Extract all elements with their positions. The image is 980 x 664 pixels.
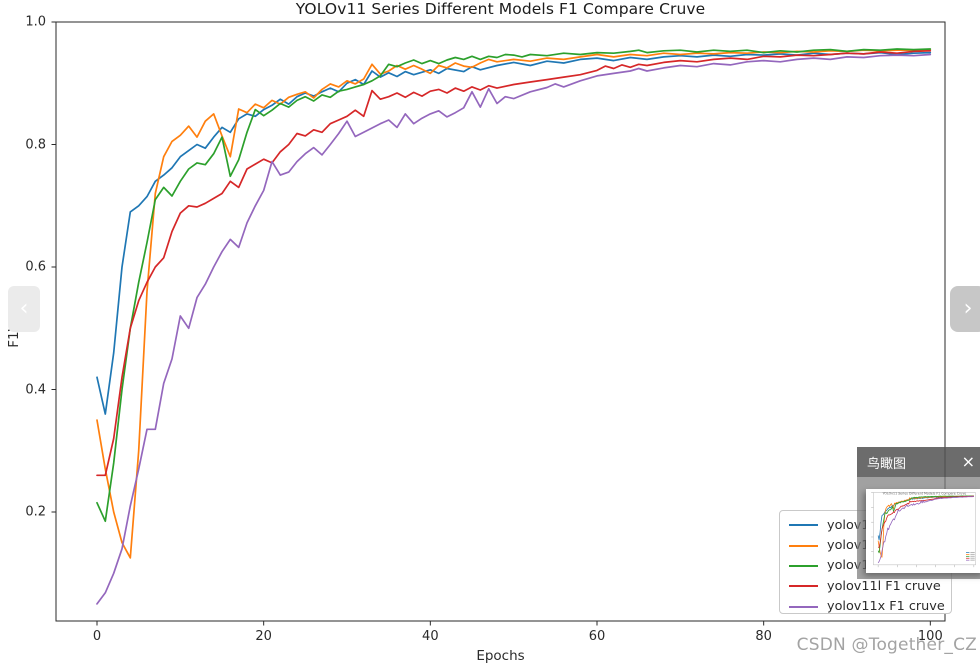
legend-line-swatch <box>789 564 818 567</box>
curve-yolov11l <box>96 49 932 477</box>
chart-title: YOLOv11 Series Different Models F1 Compa… <box>295 0 706 18</box>
birdview-body: YOLOv11 Series Different Models F1 Compa… <box>857 477 980 579</box>
carousel-next-button[interactable]: › <box>950 286 980 332</box>
watermark: CSDN @Together_CZ <box>796 635 977 655</box>
x-axis-label: Epochs <box>476 648 525 664</box>
axes-spines <box>55 21 946 622</box>
birdview-thumbnail[interactable]: YOLOv11 Series Different Models F1 Compa… <box>866 489 980 573</box>
chevron-left-icon: ‹ <box>19 296 29 321</box>
legend-line-swatch <box>789 524 818 527</box>
axis-tick-marks <box>51 21 931 626</box>
x-tick-label: 60 <box>588 629 606 644</box>
curve-yolov11x <box>96 53 932 605</box>
close-icon[interactable]: × <box>961 452 975 471</box>
curve-yolov11s <box>96 48 932 559</box>
legend-item: yolov11x F1 cruve <box>780 597 951 617</box>
curve-yolov11x <box>877 496 974 564</box>
legend-line-swatch <box>789 585 818 588</box>
birdview-title: 鸟瞰图 <box>867 456 907 472</box>
y-tick-label: 0.6 <box>25 259 46 275</box>
birdview-header[interactable]: 鸟瞰图 × <box>857 447 980 477</box>
curve-yolov11m <box>877 495 974 554</box>
carousel-prev-button[interactable]: ‹ <box>8 286 40 332</box>
legend-line-swatch <box>789 544 818 547</box>
curve-yolov11l <box>878 495 974 548</box>
curve-yolov11n <box>96 51 932 415</box>
chevron-right-icon: › <box>963 296 973 321</box>
x-tick-label: 80 <box>755 629 772 644</box>
y-tick-label: 1.0 <box>25 14 46 30</box>
x-tick-label: 0 <box>92 629 102 644</box>
legend-label: yolov11l F1 cruve <box>827 578 941 594</box>
birdview-mini-chart: YOLOv11 Series Different Models F1 Compa… <box>871 491 976 568</box>
y-tick-label: 0.2 <box>25 504 46 520</box>
x-tick-label: 40 <box>422 629 439 644</box>
x-tick-label: 100 <box>917 629 943 644</box>
y-tick-label: 0.4 <box>25 382 46 397</box>
legend-line-swatch <box>789 605 818 608</box>
y-tick-label: 0.8 <box>25 137 46 152</box>
f1-curves <box>96 48 932 605</box>
legend-label: yolov11x F1 cruve <box>827 599 945 615</box>
birdview-panel: 鸟瞰图 × YOLOv11 Series Different Models F1… <box>857 447 980 579</box>
legend-item: yolov11l F1 cruve <box>780 576 951 596</box>
curve-yolov11m <box>96 48 932 523</box>
svg-text:YOLOv11 Series Different Model: YOLOv11 Series Different Models F1 Compa… <box>883 491 967 495</box>
x-tick-label: 20 <box>255 629 272 644</box>
